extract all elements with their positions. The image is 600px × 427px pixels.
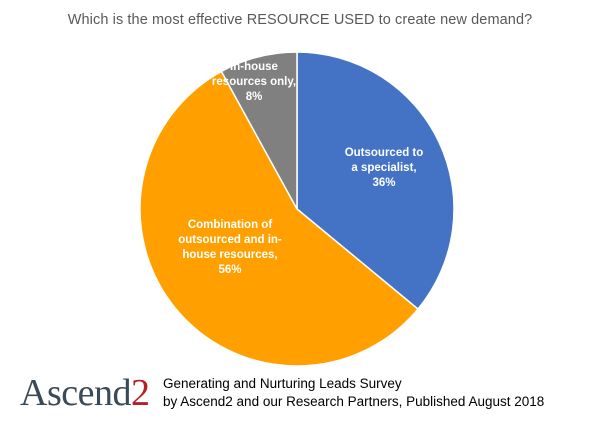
footer-line-2: by Ascend2 and our Research Partners, Pu… bbox=[163, 394, 545, 409]
pie-slice bbox=[220, 51, 298, 210]
slice-label: Combination of outsourced and in-house re… bbox=[178, 219, 282, 276]
slice-label-line: 56% bbox=[218, 264, 241, 276]
slice-label: Outsourced to a specialist, 36% bbox=[345, 147, 424, 189]
footer-line-1: Generating and Nurturing Leads Survey bbox=[163, 376, 402, 391]
footer-source: Generating and Nurturing Leads Survey by… bbox=[163, 375, 544, 411]
pie-labels: Outsourced to a specialist, 36% Combination… bbox=[178, 61, 423, 276]
slice-label-line: a specialist, bbox=[351, 162, 416, 174]
slice-label-line: Combination of bbox=[188, 219, 272, 231]
pie-slices bbox=[139, 51, 455, 367]
slice-label-line: outsourced and in- bbox=[178, 234, 282, 246]
slice-label: In-house resources only, 8% bbox=[212, 61, 296, 103]
pie-slice bbox=[139, 70, 420, 367]
slice-label-line: Outsourced to bbox=[345, 147, 424, 159]
slice-label-line: In-house bbox=[230, 61, 278, 73]
slice-label-line: 8% bbox=[246, 91, 263, 103]
slice-label-line: house resources, bbox=[182, 249, 277, 261]
slice-label-line: resources only, bbox=[212, 76, 296, 88]
ascend2-logo: Ascend2 bbox=[20, 371, 150, 421]
chart-title: Which is the most effective RESOURCE USE… bbox=[67, 12, 533, 28]
pie-slice bbox=[296, 51, 455, 311]
logo-number: 2 bbox=[130, 372, 150, 414]
slice-label-line: 36% bbox=[372, 177, 395, 189]
logo-wordmark: Ascend bbox=[20, 372, 131, 414]
